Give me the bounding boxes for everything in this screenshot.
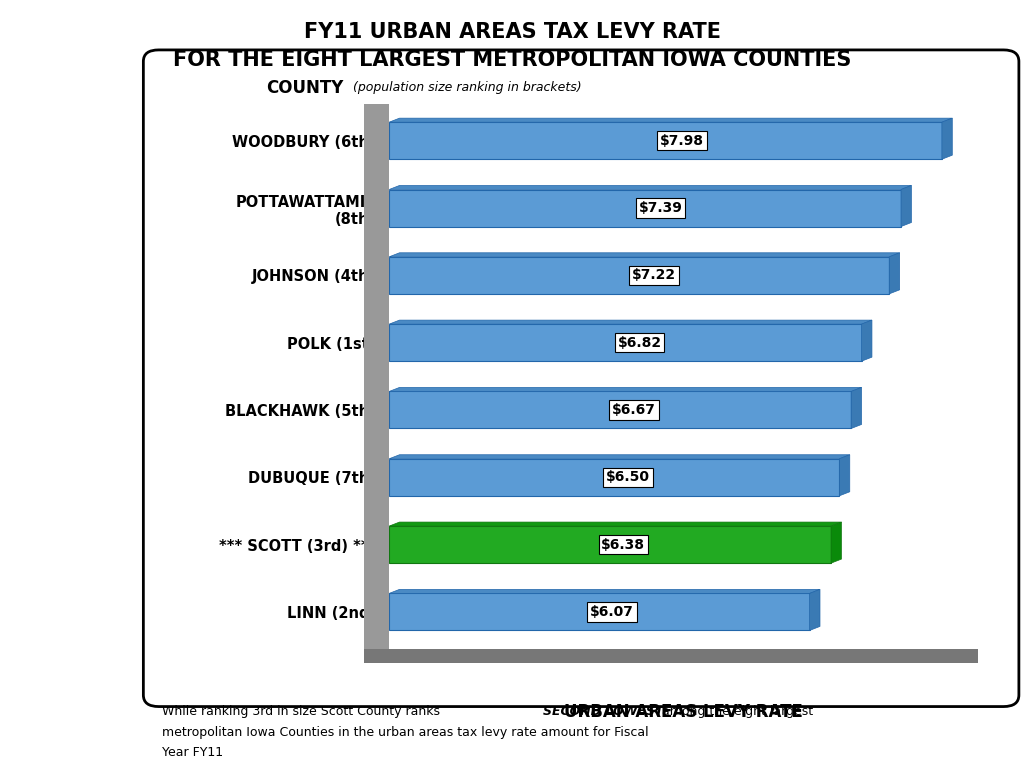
- Text: $6.67: $6.67: [612, 403, 656, 417]
- Polygon shape: [389, 455, 850, 458]
- Polygon shape: [831, 522, 842, 563]
- Text: $6.50: $6.50: [606, 470, 650, 485]
- Text: Year FY11: Year FY11: [162, 746, 223, 760]
- Text: SECOND LOWEST: SECOND LOWEST: [543, 705, 664, 718]
- Polygon shape: [810, 589, 820, 631]
- Bar: [389, 257, 889, 294]
- Polygon shape: [389, 387, 861, 392]
- Text: URBAN AREAS LEVY RATE: URBAN AREAS LEVY RATE: [564, 703, 803, 721]
- Text: $6.07: $6.07: [590, 605, 634, 619]
- Polygon shape: [901, 186, 911, 227]
- Text: FY11 URBAN AREAS TAX LEVY RATE: FY11 URBAN AREAS TAX LEVY RATE: [303, 22, 721, 41]
- Bar: [389, 190, 901, 227]
- Text: COUNTY: COUNTY: [266, 78, 344, 97]
- Text: metropolitan Iowa Counties in the urban areas tax levy rate amount for Fiscal: metropolitan Iowa Counties in the urban …: [162, 726, 648, 739]
- Polygon shape: [389, 118, 952, 122]
- Bar: [389, 324, 861, 361]
- Bar: [389, 458, 840, 496]
- Text: (population size ranking in brackets): (population size ranking in brackets): [353, 81, 582, 94]
- Polygon shape: [942, 118, 952, 159]
- Text: $7.22: $7.22: [632, 268, 676, 283]
- Polygon shape: [861, 320, 872, 361]
- Bar: [389, 392, 851, 429]
- Polygon shape: [389, 320, 872, 324]
- Text: $6.38: $6.38: [601, 538, 645, 551]
- Polygon shape: [851, 387, 861, 429]
- Bar: [389, 594, 810, 631]
- Text: $7.98: $7.98: [660, 134, 705, 147]
- Text: FOR THE EIGHT LARGEST METROPOLITAN IOWA COUNTIES: FOR THE EIGHT LARGEST METROPOLITAN IOWA …: [173, 50, 851, 70]
- Polygon shape: [889, 253, 900, 294]
- Bar: [389, 122, 942, 159]
- Text: $6.82: $6.82: [617, 336, 662, 349]
- Polygon shape: [389, 522, 842, 526]
- Text: among the eight largest: among the eight largest: [658, 705, 813, 718]
- Polygon shape: [389, 589, 820, 594]
- Polygon shape: [389, 186, 911, 190]
- Polygon shape: [840, 455, 850, 496]
- Text: $7.39: $7.39: [639, 201, 682, 215]
- Bar: [389, 526, 831, 563]
- Text: While ranking 3rd in size Scott County ranks: While ranking 3rd in size Scott County r…: [162, 705, 443, 718]
- Polygon shape: [389, 253, 900, 257]
